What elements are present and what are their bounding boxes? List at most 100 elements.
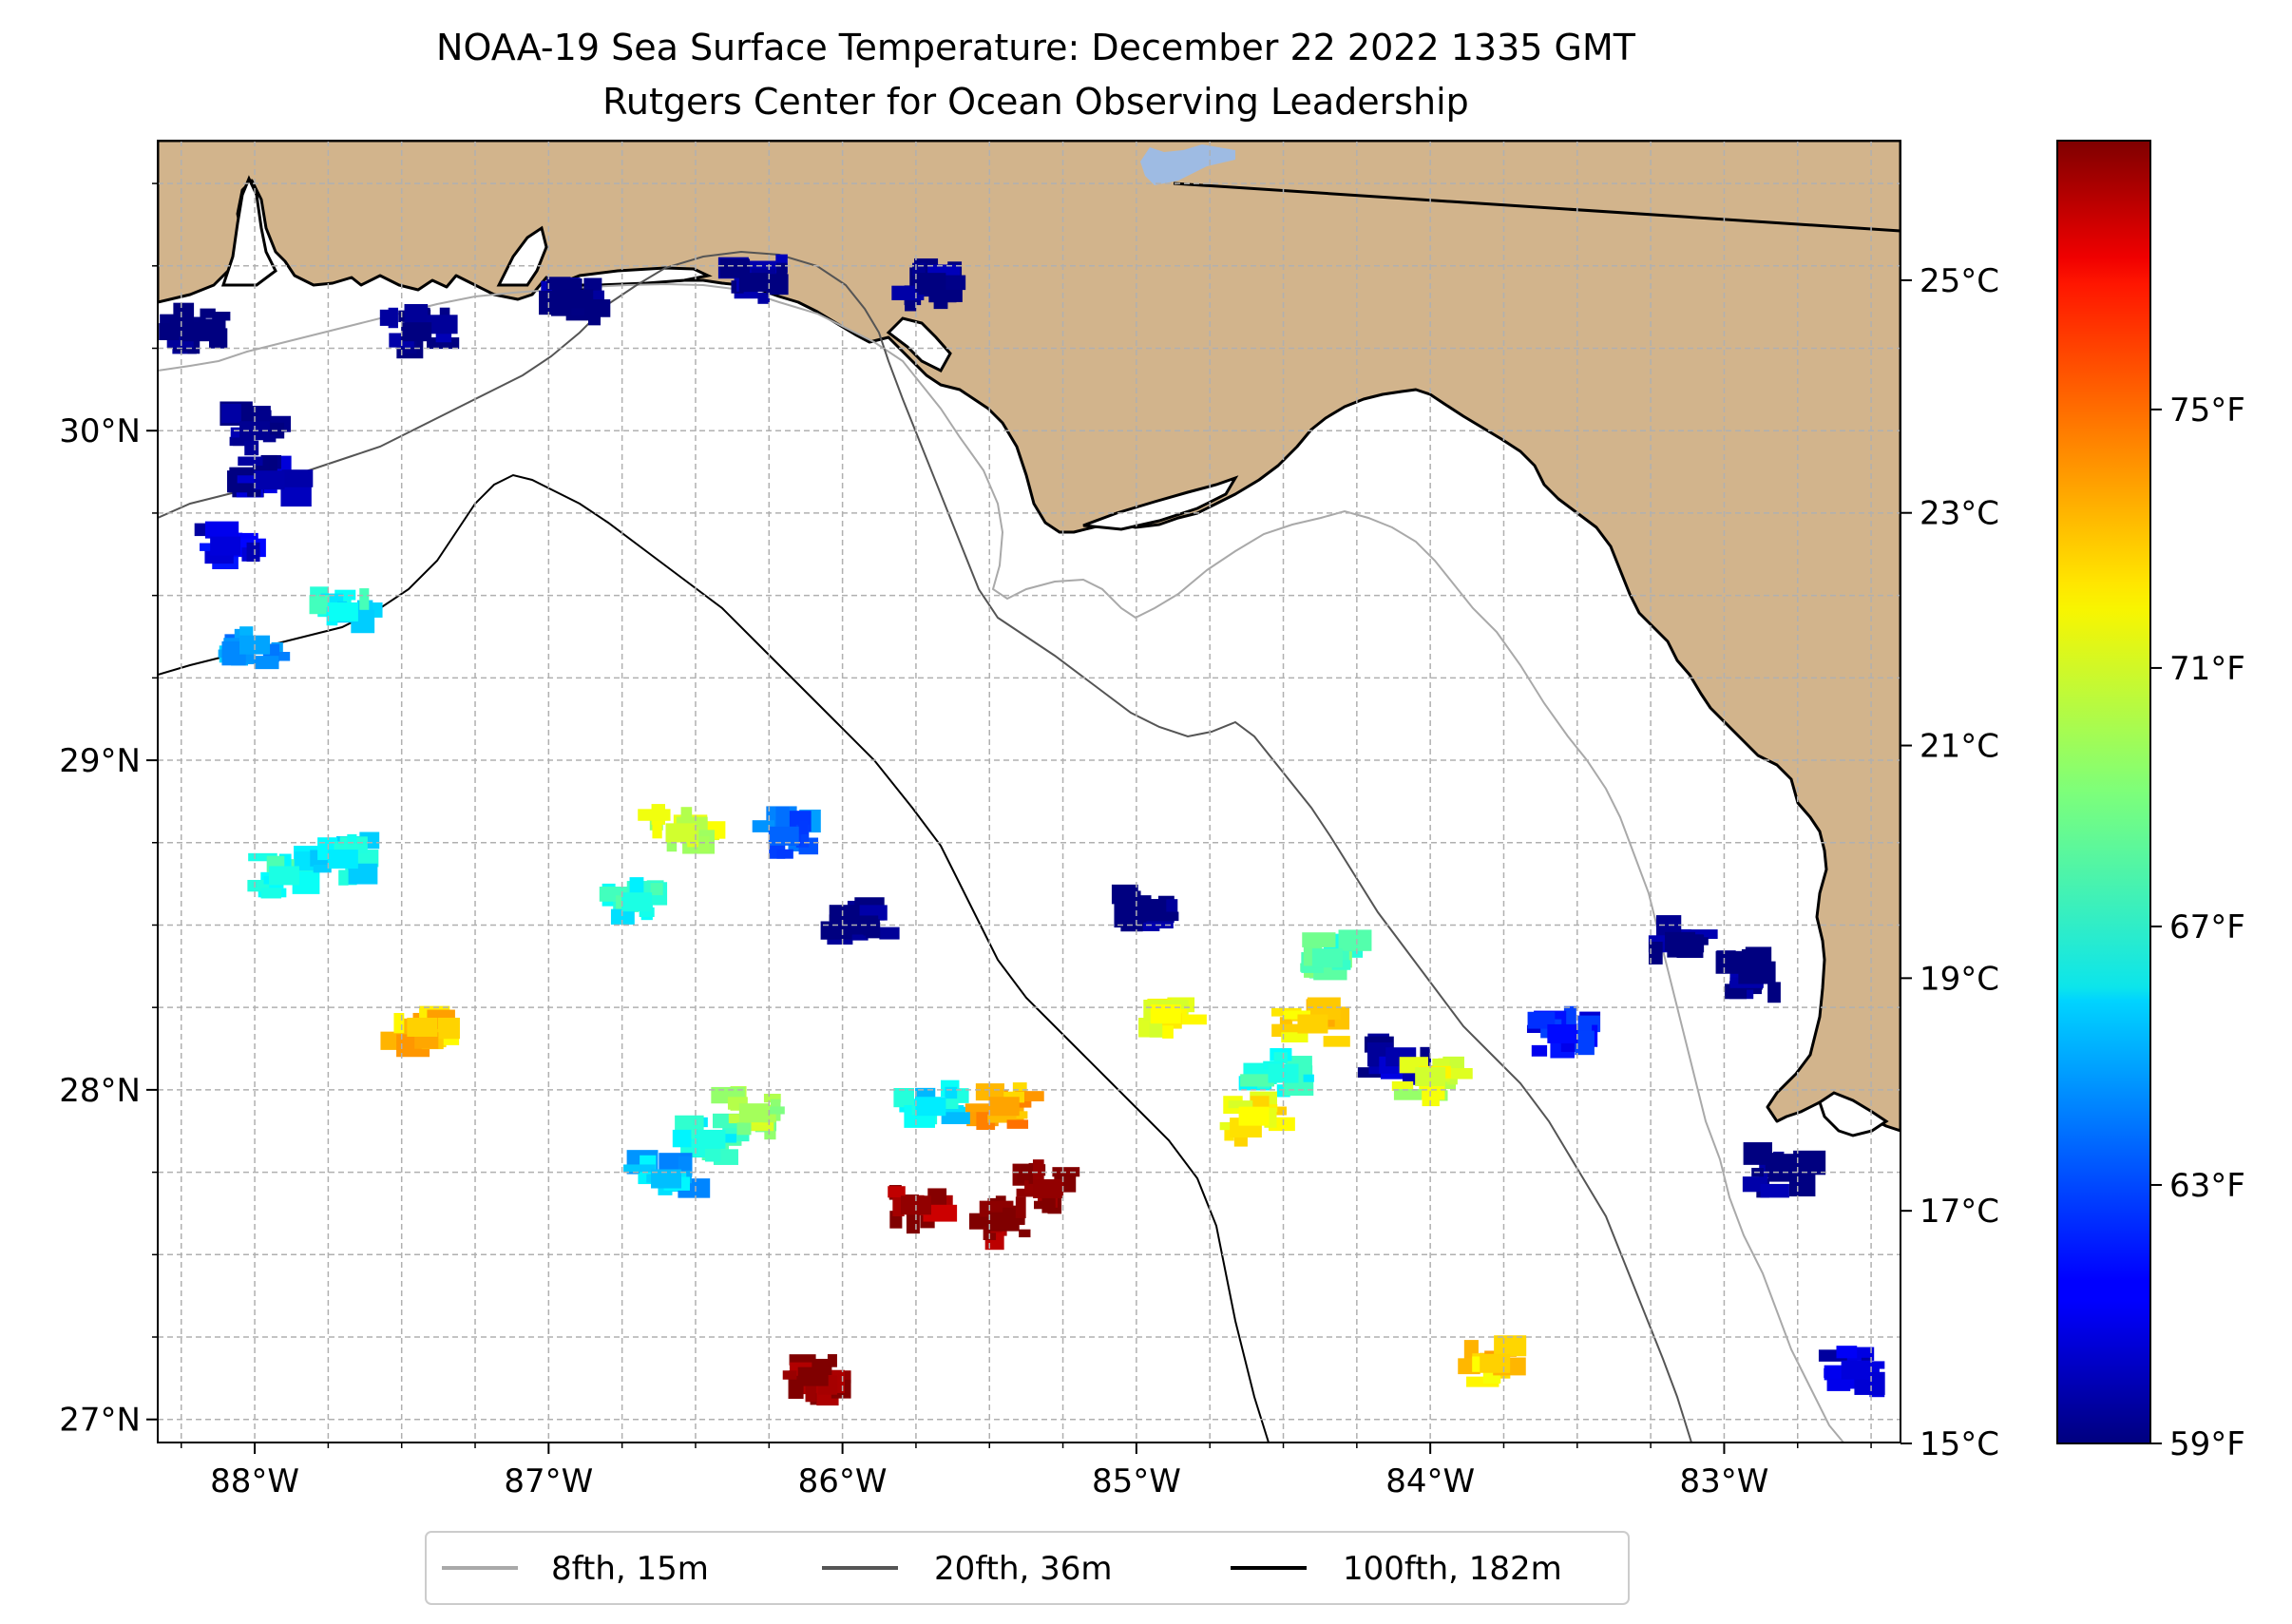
sst-pixel bbox=[927, 1188, 947, 1206]
sst-pixel bbox=[1017, 1173, 1040, 1183]
sst-patch bbox=[1311, 948, 1343, 968]
sst-patch bbox=[1738, 965, 1769, 984]
isobath-100fth bbox=[158, 473, 1270, 1442]
lat-tick-label: 30°N bbox=[59, 412, 141, 450]
sst-patch bbox=[210, 536, 241, 556]
sst-pixel bbox=[610, 908, 635, 925]
sst-pixel bbox=[1826, 1378, 1851, 1391]
sst-patch bbox=[738, 1103, 770, 1123]
sst-patch bbox=[268, 866, 299, 886]
sst-pixel bbox=[965, 1103, 990, 1113]
sst-pixel bbox=[1338, 929, 1372, 951]
sst-pixel bbox=[359, 588, 370, 611]
sst-pixel bbox=[280, 486, 312, 507]
sst-pixel bbox=[212, 312, 231, 321]
sst-pixel bbox=[309, 595, 330, 615]
fahrenheit-tick-label: 75°F bbox=[2169, 392, 2245, 430]
lon-tick-label: 83°W bbox=[1679, 1462, 1768, 1500]
sst-pixel bbox=[906, 1213, 920, 1234]
sst-pixel bbox=[1391, 1080, 1414, 1091]
celsius-tick-label: 15°C bbox=[1920, 1425, 1999, 1463]
legend-label-100fth: 100fth, 182m bbox=[1343, 1550, 1562, 1588]
apalachicola-bay bbox=[1082, 475, 1239, 531]
sst-pixel bbox=[1575, 1030, 1595, 1056]
sst-patch bbox=[1238, 1106, 1270, 1126]
sst-pixel bbox=[639, 907, 655, 918]
sst-pixel bbox=[216, 523, 237, 534]
sst-patch bbox=[738, 273, 770, 293]
sst-pixel bbox=[588, 309, 601, 326]
sst-pixel bbox=[1019, 1229, 1031, 1238]
sst-pixel bbox=[334, 589, 356, 601]
sst-pixel bbox=[798, 820, 809, 835]
sst-pixel bbox=[1760, 1183, 1789, 1198]
legend-label-20fth: 20fth, 36m bbox=[934, 1550, 1113, 1588]
sst-pixel bbox=[1743, 1142, 1772, 1165]
sst-pixel bbox=[827, 1354, 837, 1367]
sst-pixel bbox=[1240, 1074, 1275, 1087]
sst-pixel bbox=[763, 1094, 781, 1103]
sst-pixel bbox=[1283, 1010, 1311, 1020]
lon-tick-label: 84°W bbox=[1385, 1462, 1475, 1500]
sst-pixel bbox=[728, 1114, 745, 1124]
sst-pixel bbox=[789, 1354, 816, 1366]
sst-patch bbox=[621, 892, 653, 912]
sst-pixel bbox=[1442, 1067, 1473, 1079]
sst-patch bbox=[797, 1366, 829, 1386]
sst-pixel bbox=[1862, 1361, 1885, 1369]
land-coastline bbox=[158, 141, 1900, 1133]
sst-pixel bbox=[313, 865, 332, 873]
sst-pixel bbox=[338, 869, 349, 886]
sst-pixel bbox=[404, 303, 429, 324]
sst-pixel bbox=[766, 274, 789, 296]
sst-patch bbox=[988, 1097, 1020, 1117]
isobath-legend: 8fth, 15m 20fth, 36m 100fth, 182m bbox=[425, 1531, 1630, 1605]
map-axes: 88°W 87°W 86°W 85°W 84°W 83°W 27°N 28°N 29°N 30°N bbox=[59, 182, 1872, 1500]
sst-pixel bbox=[652, 820, 662, 839]
sst-pixel bbox=[194, 523, 209, 537]
sst-pixel bbox=[1228, 1100, 1253, 1109]
sst-pixel bbox=[238, 456, 263, 467]
colorbar-ticks: 15°C 17°C 19°C 21°C 23°C 25°C 59°F 63°F 67°F 71°F… bbox=[1900, 262, 2245, 1463]
map-frame bbox=[157, 140, 1901, 1443]
sst-pixel bbox=[735, 262, 749, 274]
sst-pixel bbox=[1015, 1091, 1044, 1102]
sst-pixel bbox=[1149, 1022, 1163, 1038]
sst-patch bbox=[665, 823, 697, 843]
sst-pixel bbox=[765, 1106, 785, 1115]
legend-label-8fth: 8fth, 15m bbox=[551, 1550, 709, 1588]
sst-pixel bbox=[1793, 1150, 1826, 1175]
sst-pixel bbox=[379, 309, 398, 326]
sst-pixel bbox=[680, 807, 693, 829]
sst-patch bbox=[988, 1212, 1020, 1232]
sst-pixel bbox=[941, 1112, 970, 1125]
sst-pixel bbox=[914, 1087, 936, 1099]
sst-pixel bbox=[923, 1204, 958, 1222]
sst-pixel bbox=[888, 1186, 906, 1198]
sst-patch bbox=[1841, 1360, 1872, 1380]
pensacola-bay bbox=[496, 225, 548, 287]
sst-patch bbox=[563, 289, 594, 309]
sst-pixel bbox=[1649, 942, 1663, 965]
sst-pixel bbox=[1011, 1111, 1028, 1119]
sst-pixel bbox=[805, 1384, 816, 1403]
sst-pixel bbox=[1568, 1023, 1593, 1032]
state-boundary bbox=[1173, 182, 1900, 233]
sst-pixel bbox=[437, 1017, 460, 1040]
legend-box bbox=[425, 1531, 1630, 1605]
sst-pixel bbox=[159, 323, 180, 340]
sst-pixel bbox=[1303, 1074, 1314, 1082]
sst-patch bbox=[327, 602, 358, 621]
mobile-bay bbox=[220, 175, 277, 287]
sst-pixel bbox=[260, 888, 282, 899]
sst-pixel bbox=[1219, 1121, 1237, 1131]
sst-patch bbox=[695, 1129, 726, 1149]
sst-patch bbox=[181, 322, 212, 342]
sst-pixel bbox=[1273, 1052, 1288, 1063]
sst-pixel bbox=[776, 849, 793, 859]
sst-pixel bbox=[1302, 932, 1336, 947]
sst-pixel bbox=[879, 927, 900, 940]
st-andrew-bay bbox=[886, 316, 952, 373]
sst-patch bbox=[915, 1097, 946, 1117]
